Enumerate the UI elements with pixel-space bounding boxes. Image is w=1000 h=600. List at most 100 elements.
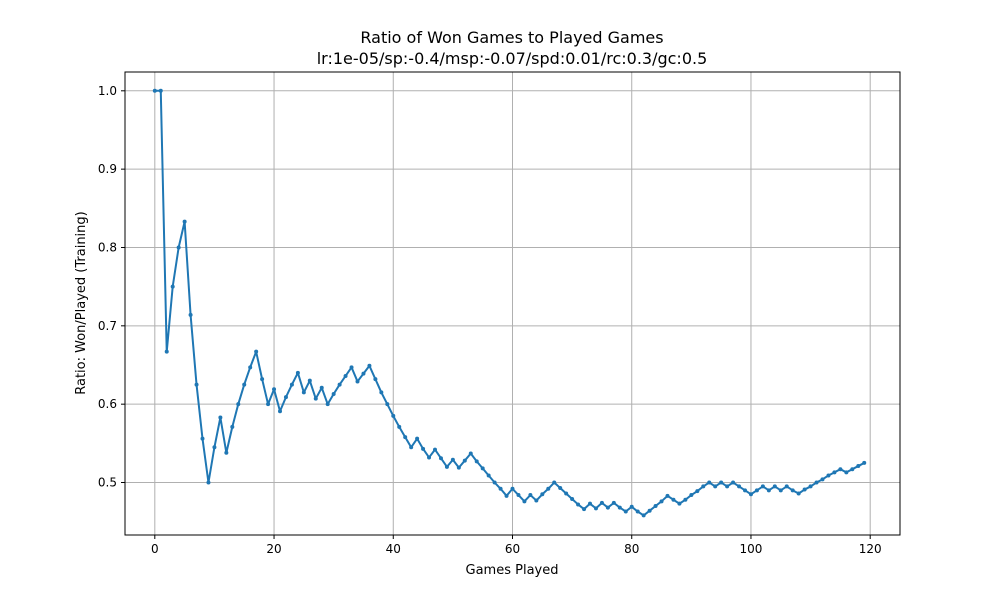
data-point xyxy=(391,413,396,418)
data-point xyxy=(832,470,837,475)
data-point xyxy=(272,387,277,392)
data-point xyxy=(450,457,455,462)
data-point xyxy=(254,349,259,354)
data-point xyxy=(713,484,718,489)
x-tick-label: 40 xyxy=(386,542,401,556)
x-tick-label: 20 xyxy=(266,542,281,556)
data-point xyxy=(707,480,712,485)
data-point xyxy=(850,467,855,472)
data-point xyxy=(206,480,211,485)
grid-lines xyxy=(125,72,900,535)
data-point xyxy=(385,402,390,407)
data-point xyxy=(349,365,354,370)
data-point xyxy=(731,480,736,485)
data-point xyxy=(319,385,324,390)
data-point xyxy=(373,377,378,382)
data-point xyxy=(743,488,747,493)
data-point xyxy=(433,447,437,452)
data-point xyxy=(772,484,777,489)
data-point xyxy=(564,491,569,496)
data-point xyxy=(289,382,294,387)
data-point xyxy=(766,488,771,493)
data-point xyxy=(403,435,408,440)
data-point xyxy=(355,379,360,384)
data-point xyxy=(427,455,432,460)
data-point xyxy=(230,424,235,429)
data-point xyxy=(778,488,783,493)
data-point xyxy=(248,365,253,370)
data-point xyxy=(814,480,819,485)
data-point xyxy=(367,363,372,368)
x-tick-label: 100 xyxy=(740,542,763,556)
y-tick-label: 0.9 xyxy=(98,162,117,176)
data-point xyxy=(266,402,271,407)
data-point xyxy=(176,245,181,250)
data-point xyxy=(534,498,539,503)
data-point xyxy=(623,509,628,514)
data-point xyxy=(212,445,217,450)
data-point xyxy=(856,464,861,469)
data-point xyxy=(784,484,789,489)
series-line-group xyxy=(152,88,867,518)
data-point xyxy=(647,508,652,513)
data-point xyxy=(158,88,163,93)
y-tick-label: 0.7 xyxy=(98,319,117,333)
data-point xyxy=(379,390,384,395)
data-point xyxy=(540,492,545,497)
data-point xyxy=(653,504,658,509)
data-point xyxy=(760,484,765,489)
data-point xyxy=(456,465,461,470)
data-point xyxy=(415,436,420,441)
data-point xyxy=(331,391,336,396)
data-point xyxy=(725,484,730,489)
data-point xyxy=(194,382,199,387)
chart-subtitle: lr:1e-05/sp:-0.4/msp:-0.07/spd:0.01/rc:0… xyxy=(317,49,708,68)
y-tick-label: 0.5 xyxy=(98,476,117,490)
data-point xyxy=(659,499,664,504)
data-point xyxy=(599,500,604,505)
data-point xyxy=(504,493,509,498)
data-point xyxy=(641,513,646,518)
data-point xyxy=(325,402,330,407)
data-point xyxy=(260,377,265,382)
data-point xyxy=(301,390,306,395)
data-point xyxy=(605,505,610,510)
data-point xyxy=(522,499,527,504)
data-point xyxy=(558,485,563,490)
data-point xyxy=(152,88,157,93)
data-point xyxy=(582,507,587,512)
data-point xyxy=(635,509,640,514)
data-point xyxy=(689,493,694,498)
data-point xyxy=(790,488,795,493)
data-point xyxy=(337,382,342,387)
data-point xyxy=(719,480,724,485)
data-point xyxy=(820,477,825,482)
data-point xyxy=(486,473,491,478)
y-tick-label: 0.8 xyxy=(98,240,117,254)
data-point xyxy=(283,395,288,400)
data-point xyxy=(224,450,229,455)
x-tick-label: 80 xyxy=(624,542,639,556)
data-point xyxy=(510,486,515,491)
data-point xyxy=(617,505,622,510)
data-point xyxy=(808,484,813,489)
data-point xyxy=(492,480,497,485)
data-point xyxy=(671,497,676,502)
data-point xyxy=(826,473,831,478)
data-point xyxy=(474,459,479,464)
data-point xyxy=(576,502,581,507)
data-point xyxy=(236,402,241,407)
data-point xyxy=(611,500,616,505)
data-point xyxy=(182,219,187,224)
x-tick-label: 120 xyxy=(859,542,882,556)
y-tick-label: 1.0 xyxy=(98,84,117,98)
data-point xyxy=(588,501,592,506)
x-tick-label: 60 xyxy=(505,542,520,556)
y-tick-label: 0.6 xyxy=(98,397,117,411)
data-point xyxy=(516,493,521,498)
data-point xyxy=(665,493,670,498)
data-point xyxy=(468,451,473,456)
data-point xyxy=(462,458,467,463)
data-point xyxy=(796,491,801,496)
